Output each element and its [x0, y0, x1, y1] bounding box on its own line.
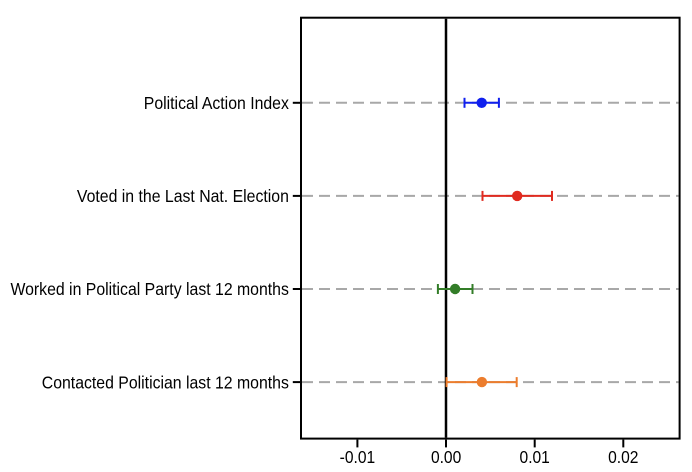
svg-text:0.02: 0.02: [608, 447, 638, 467]
svg-text:Voted in the Last Nat. Electio: Voted in the Last Nat. Election: [77, 186, 289, 206]
svg-text:Contacted Politician last 12 m: Contacted Politician last 12 months: [42, 373, 289, 393]
svg-text:Political Action Index: Political Action Index: [144, 93, 290, 113]
svg-text:0.00: 0.00: [431, 447, 461, 467]
svg-text:0.01: 0.01: [520, 447, 550, 467]
svg-text:Worked in Political Party last: Worked in Political Party last 12 months: [10, 279, 288, 299]
svg-text:-0.01: -0.01: [340, 447, 375, 467]
